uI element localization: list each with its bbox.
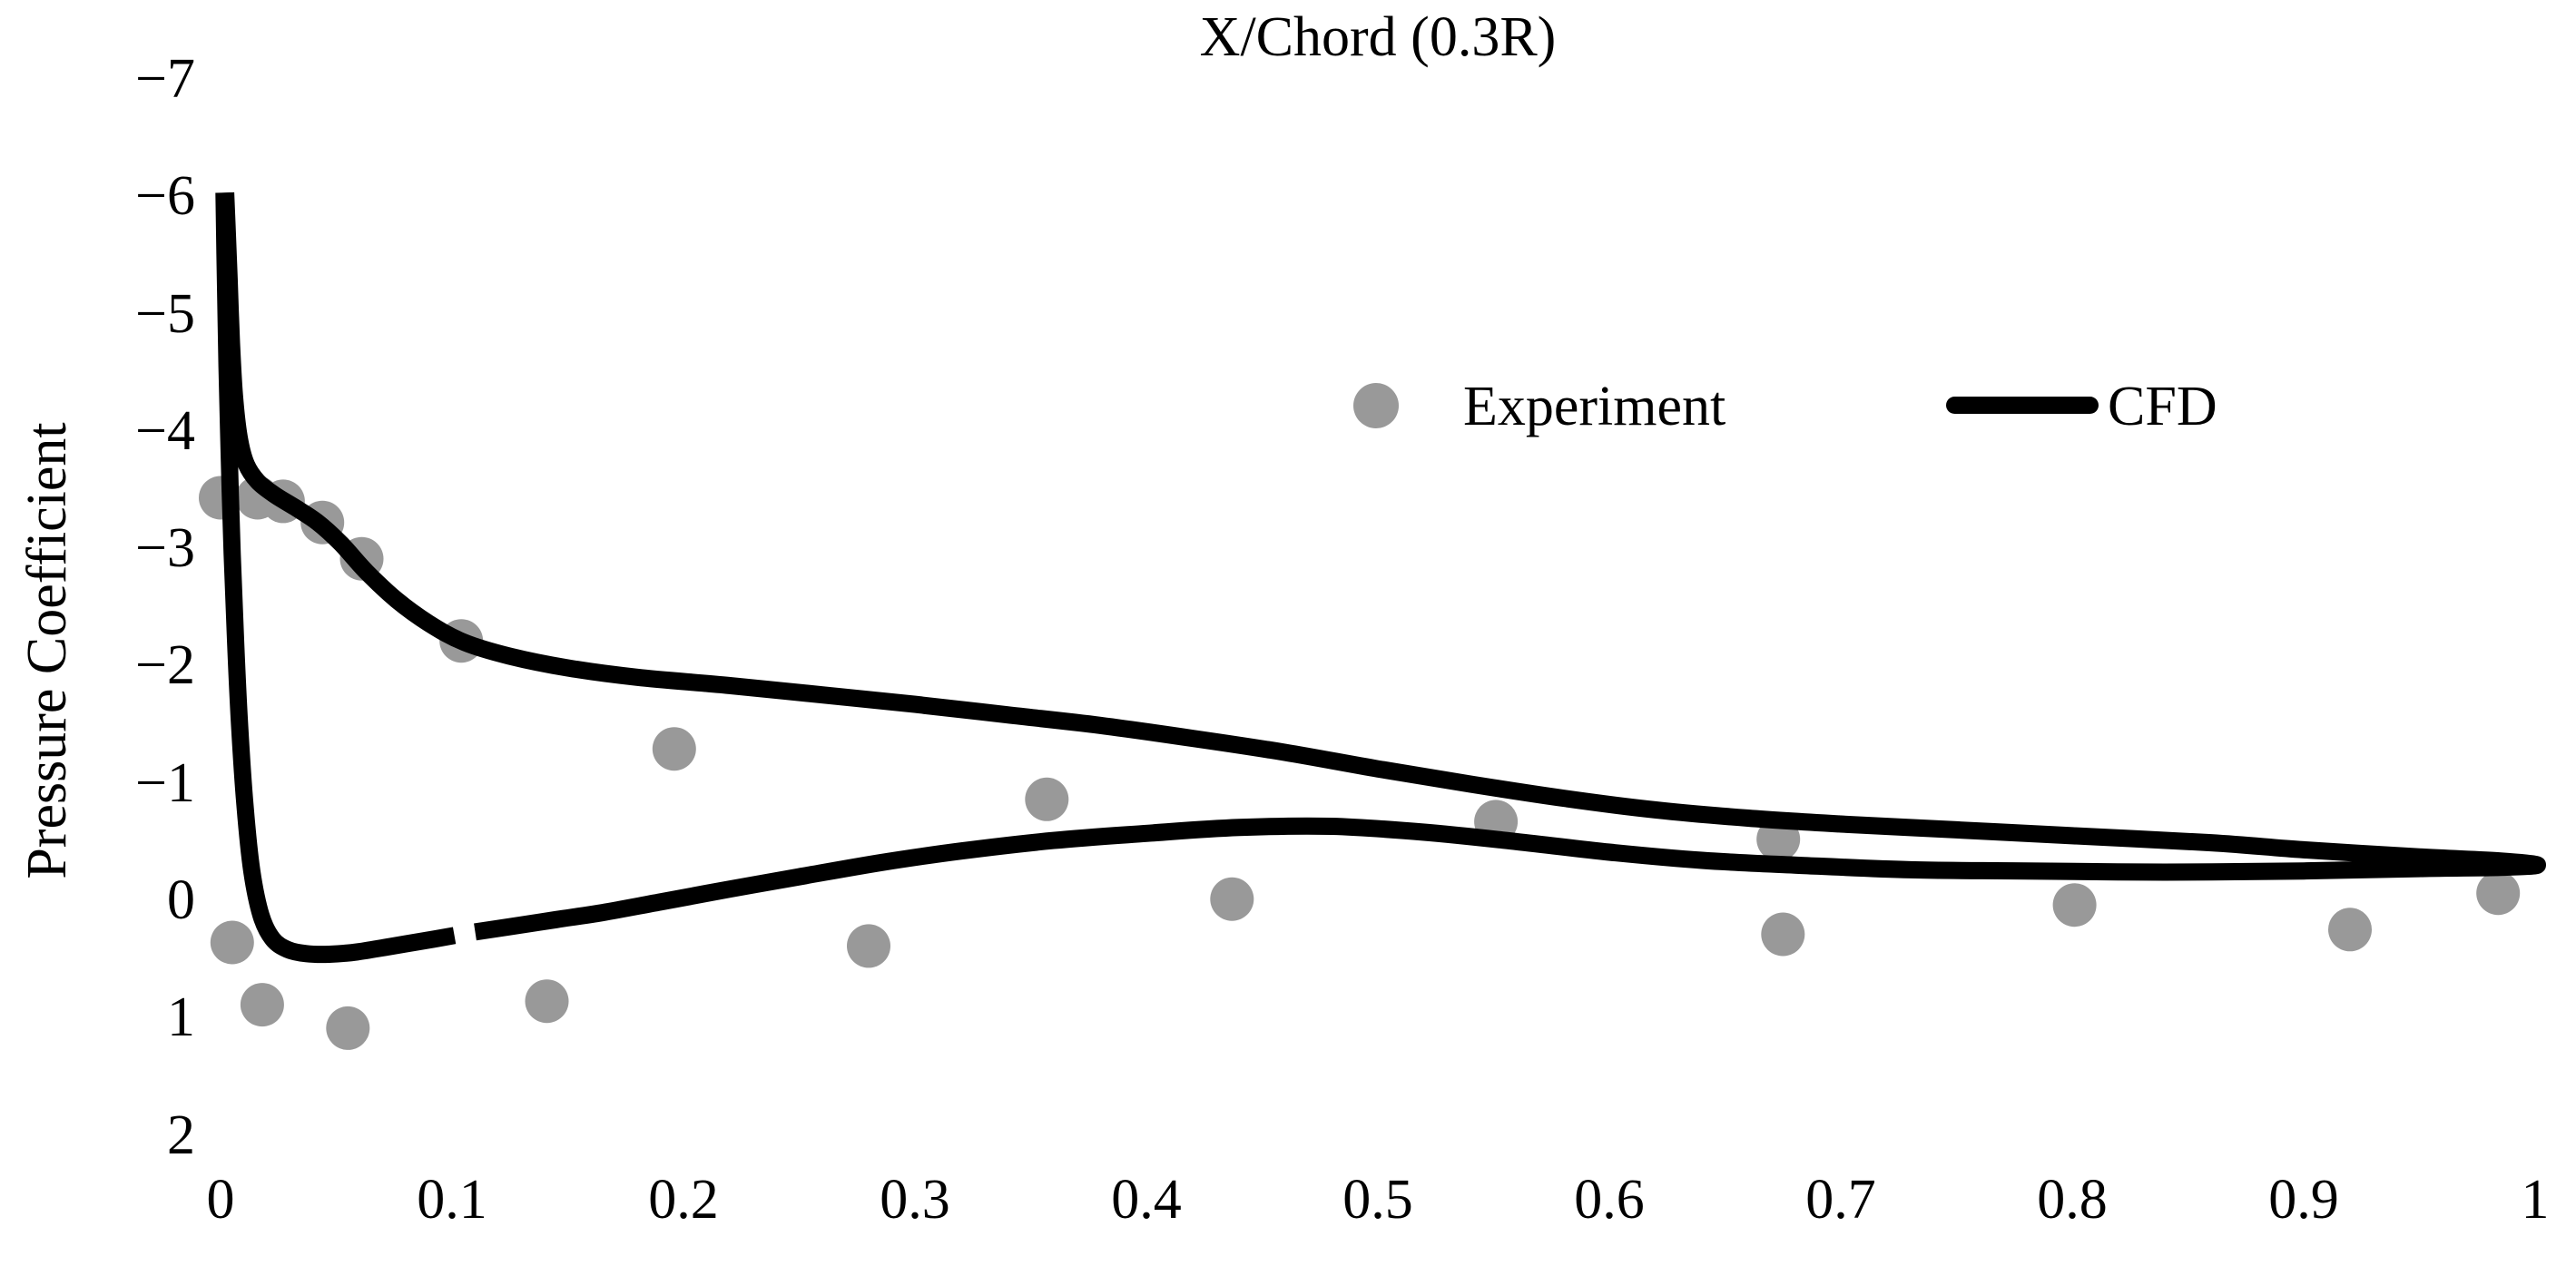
y-tick-label: 2 — [167, 1104, 195, 1166]
chart-title: X/Chord (0.3R) — [1199, 6, 1557, 68]
cfd-curve-segment — [215, 192, 457, 964]
x-tick-label: 0.7 — [1805, 1169, 1876, 1231]
y-tick-label: −7 — [135, 47, 195, 110]
y-tick-label: −3 — [135, 517, 195, 580]
y-tick-label: 0 — [167, 869, 195, 931]
y-tick-label: −1 — [135, 751, 195, 814]
x-tick-label: 0.6 — [1574, 1169, 1645, 1231]
experiment-legend-label: Experiment — [1463, 376, 1726, 437]
experiment-point — [1761, 912, 1805, 957]
x-tick-label: 0.5 — [1342, 1169, 1413, 1231]
x-tick-label: 0.1 — [417, 1169, 487, 1231]
x-tick-label: 0.4 — [1111, 1169, 1182, 1231]
experiment-point — [2052, 883, 2097, 927]
x-tick-label: 0.3 — [880, 1169, 950, 1231]
experiment-point — [210, 920, 254, 965]
experiment-point — [652, 727, 696, 771]
cfd-curve-segment — [217, 191, 2546, 941]
experiment-point — [240, 983, 284, 1027]
y-tick-label: 1 — [167, 986, 195, 1049]
cfd-legend-marker-icon — [1946, 397, 2099, 414]
experiment-point — [847, 924, 890, 968]
y-tick-label: −5 — [135, 282, 195, 345]
x-tick-label: 0.9 — [2268, 1169, 2339, 1231]
experiment-point — [2328, 908, 2372, 952]
experiment-point — [1210, 877, 1254, 921]
x-tick-label: 1 — [2521, 1169, 2550, 1231]
experiment-point — [2476, 871, 2521, 916]
y-tick-label: −4 — [135, 399, 195, 462]
experiment-legend-marker-icon — [1353, 383, 1399, 428]
experiment-point — [326, 1006, 370, 1050]
y-tick-label: −6 — [135, 165, 195, 228]
experiment-point — [525, 979, 569, 1024]
y-tick-label: −2 — [135, 634, 195, 697]
experiment-point — [1025, 777, 1069, 821]
x-tick-label: 0 — [206, 1169, 235, 1231]
cfd-legend-label: CFD — [2108, 376, 2217, 437]
x-tick-label: 0.8 — [2037, 1169, 2108, 1231]
x-tick-label: 0.2 — [648, 1169, 719, 1231]
